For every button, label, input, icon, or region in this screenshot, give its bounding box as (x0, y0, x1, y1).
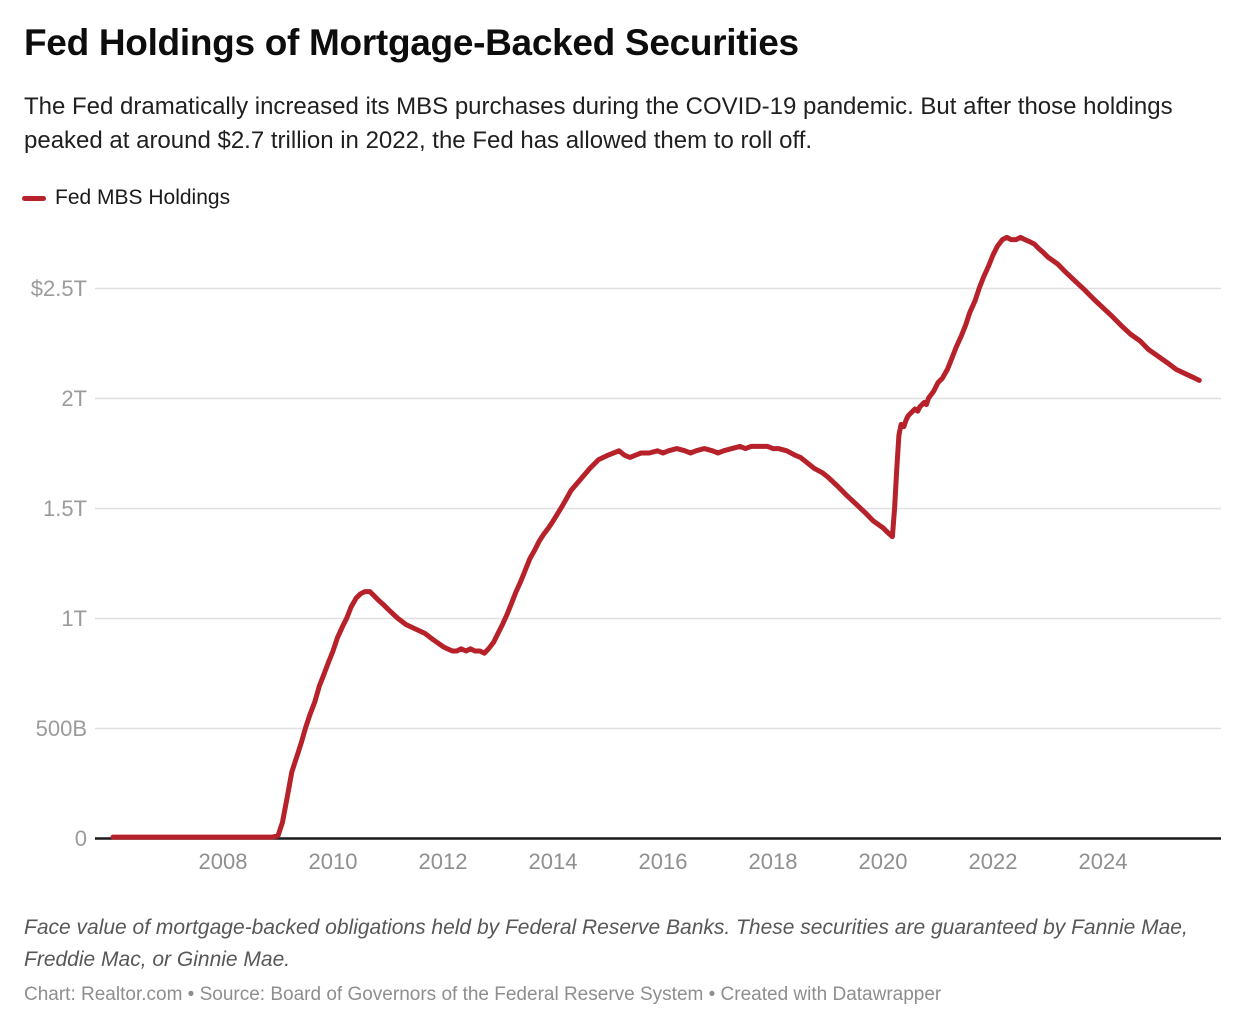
x-tick-label: 2020 (859, 849, 908, 874)
y-tick-label: $2.5T (31, 276, 87, 301)
legend: Fed MBS Holdings (22, 186, 230, 210)
x-tick-label: 2016 (639, 849, 688, 874)
x-tick-label: 2022 (969, 849, 1018, 874)
y-tick-label: 1T (61, 606, 87, 631)
x-tick-label: 2010 (309, 849, 358, 874)
legend-line-swatch (22, 195, 46, 201)
chart-credit: Chart: Realtor.com • Source: Board of Go… (24, 984, 942, 1005)
x-tick-label: 2012 (419, 849, 468, 874)
x-tick-label: 2014 (529, 849, 578, 874)
page-title: Fed Holdings of Mortgage-Backed Securiti… (24, 22, 799, 63)
x-tick-label: 2024 (1079, 849, 1128, 874)
mbs-holdings-line (110, 234, 1202, 840)
chart-footnote: Face value of mortgage-backed obligation… (24, 916, 1188, 971)
y-tick-label: 2T (61, 386, 87, 411)
y-tick-label: 1.5T (43, 496, 87, 521)
y-tick-label: 500B (36, 716, 87, 741)
y-tick-label: 0 (75, 826, 87, 851)
x-tick-label: 2008 (199, 849, 248, 874)
x-tick-label: 2018 (749, 849, 798, 874)
legend-label: Fed MBS Holdings (55, 186, 231, 209)
chart-subtitle: The Fed dramatically increased its MBS p… (24, 93, 1173, 154)
